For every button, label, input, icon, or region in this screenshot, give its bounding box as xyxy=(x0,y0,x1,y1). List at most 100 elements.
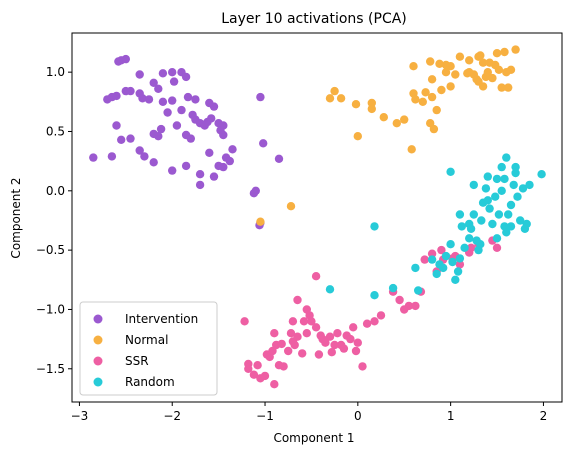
data-point xyxy=(497,186,506,195)
data-point xyxy=(502,228,511,237)
data-point xyxy=(483,172,492,181)
data-point xyxy=(465,56,474,65)
data-point xyxy=(225,156,234,166)
data-point xyxy=(270,380,279,389)
data-point xyxy=(492,49,502,58)
data-point xyxy=(455,52,465,61)
data-point xyxy=(244,364,253,373)
data-point xyxy=(516,216,525,225)
data-point xyxy=(144,95,154,104)
data-point xyxy=(426,57,435,66)
data-point xyxy=(492,243,502,252)
data-point xyxy=(351,100,361,109)
data-point xyxy=(465,68,474,77)
x-tick-label: −2 xyxy=(163,409,181,423)
data-point xyxy=(299,317,309,326)
legend-marker xyxy=(93,356,103,366)
data-point xyxy=(427,255,437,264)
data-point xyxy=(219,130,228,140)
legend-marker xyxy=(93,335,103,345)
data-point xyxy=(511,45,520,54)
data-point xyxy=(339,344,349,353)
data-point xyxy=(336,94,346,103)
data-point xyxy=(411,95,420,104)
y-axis-label: Component 2 xyxy=(9,177,23,258)
data-point xyxy=(481,184,491,193)
data-point xyxy=(195,180,205,190)
data-point xyxy=(286,329,296,338)
data-point xyxy=(270,329,279,338)
data-point xyxy=(502,153,511,162)
data-point xyxy=(163,108,172,117)
data-point xyxy=(497,83,506,92)
data-point xyxy=(168,166,177,175)
data-point xyxy=(506,222,516,231)
data-point xyxy=(432,269,441,279)
data-point xyxy=(158,97,168,107)
data-point xyxy=(491,192,500,201)
data-point xyxy=(330,340,339,350)
data-point xyxy=(525,180,534,190)
data-point xyxy=(451,275,460,284)
data-point xyxy=(504,210,513,219)
data-point xyxy=(181,161,191,171)
data-point xyxy=(392,119,401,128)
data-point xyxy=(455,254,465,263)
data-point xyxy=(330,86,339,96)
data-point xyxy=(138,94,147,103)
data-point xyxy=(441,251,451,261)
data-point xyxy=(168,68,177,77)
data-point xyxy=(488,73,497,83)
data-point xyxy=(409,61,418,71)
data-point xyxy=(268,346,277,356)
data-point xyxy=(117,135,126,144)
data-point xyxy=(186,134,195,143)
data-point xyxy=(513,192,522,201)
data-point xyxy=(298,349,307,358)
data-point xyxy=(418,97,427,107)
x-tick-label: 0 xyxy=(354,409,362,423)
data-point xyxy=(476,240,485,249)
data-point xyxy=(358,362,367,371)
data-point xyxy=(451,70,460,79)
data-point xyxy=(477,216,486,225)
x-tick-label: 2 xyxy=(540,409,548,423)
data-point xyxy=(446,240,455,249)
data-point xyxy=(370,291,379,300)
data-point xyxy=(277,339,286,349)
data-point xyxy=(437,85,446,95)
data-point xyxy=(351,346,361,356)
data-point xyxy=(135,146,144,155)
axes: −3 −2 −1 0 1 2 −1.5 −1.0 −0.5 0.0 0.5 1.0 xyxy=(36,32,563,423)
data-point xyxy=(274,154,284,163)
data-point xyxy=(140,152,149,161)
data-point xyxy=(509,180,518,190)
data-point xyxy=(321,338,330,347)
data-point xyxy=(483,68,492,77)
data-point xyxy=(89,153,98,162)
series-ssr xyxy=(240,236,502,389)
data-point xyxy=(293,332,302,341)
data-point xyxy=(466,224,476,233)
data-point xyxy=(455,260,465,269)
data-point xyxy=(172,121,182,130)
data-point xyxy=(256,92,265,102)
data-point xyxy=(404,301,414,311)
data-point xyxy=(441,68,451,77)
data-point xyxy=(455,210,465,219)
data-point xyxy=(446,82,455,91)
data-point xyxy=(476,51,485,60)
y-tick-label: 0.5 xyxy=(46,124,65,138)
data-point xyxy=(362,319,372,328)
data-point xyxy=(379,113,388,122)
data-point xyxy=(325,332,335,341)
data-point xyxy=(435,59,444,68)
data-point xyxy=(325,285,335,294)
data-point xyxy=(158,69,168,78)
data-point xyxy=(492,234,502,243)
data-point xyxy=(191,95,200,104)
data-point xyxy=(228,145,237,154)
chart-title: Layer 10 activations (PCA) xyxy=(221,11,407,27)
data-point xyxy=(427,249,437,258)
